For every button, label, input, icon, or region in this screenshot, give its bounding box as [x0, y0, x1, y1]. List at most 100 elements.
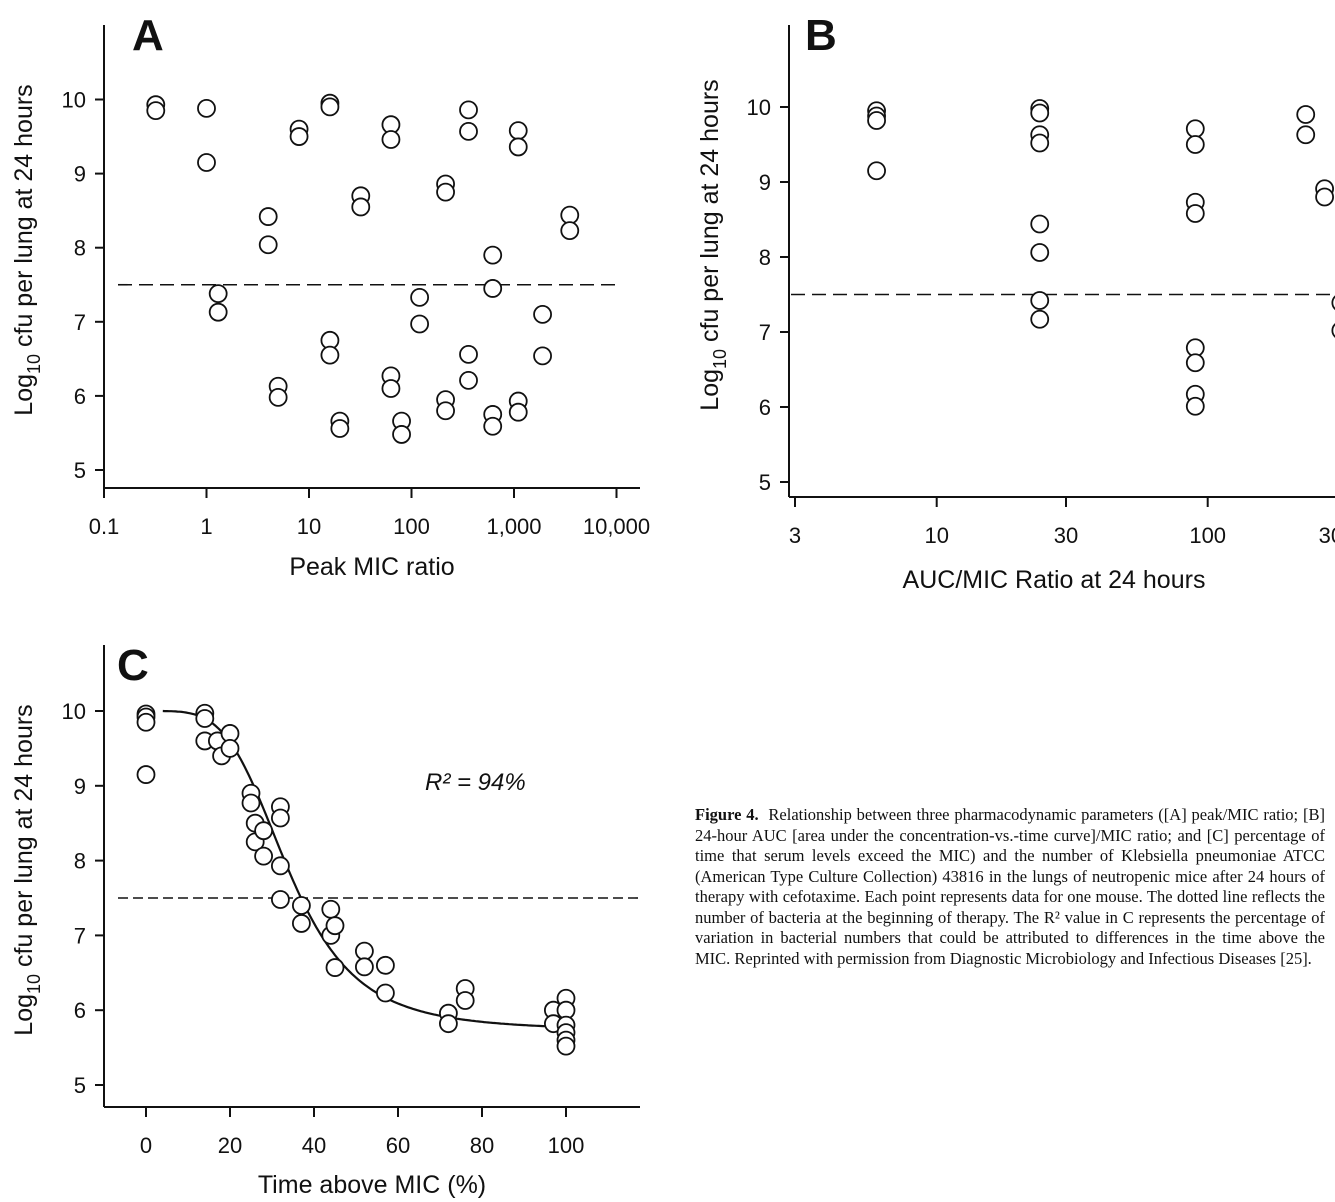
y-tick-label: 6 — [74, 384, 86, 409]
x-tick-label: 10,000 — [583, 514, 650, 539]
x-tick-label: 40 — [302, 1133, 326, 1158]
data-point — [556, 1036, 576, 1056]
x-tick-label: 100 — [1189, 523, 1226, 548]
data-point — [270, 808, 290, 828]
data-point — [1185, 135, 1205, 154]
data-point — [291, 914, 311, 933]
y-axis-title-suffix: cfu per lung at 24 hours — [10, 704, 38, 974]
data-point — [459, 345, 478, 364]
data-point — [459, 121, 478, 141]
panel-letter: A — [132, 11, 164, 60]
y-tick-label: 8 — [74, 849, 86, 874]
data-point — [459, 100, 478, 120]
data-point — [254, 846, 274, 866]
data-point — [270, 856, 290, 876]
data-point — [560, 221, 580, 241]
y-axis-title-subscript: 10 — [710, 349, 730, 369]
y-axis-title-prefix: Log — [696, 369, 724, 411]
data-point — [146, 101, 166, 121]
data-point — [351, 197, 371, 217]
x-axis-title: Peak MIC ratio — [289, 553, 454, 581]
data-point — [533, 304, 552, 324]
data-point — [1185, 353, 1205, 373]
data-point — [254, 821, 274, 841]
data-point — [1185, 396, 1205, 416]
data-point — [455, 991, 475, 1010]
caption-label: Figure 4. — [695, 805, 759, 824]
y-tick-label: 6 — [759, 395, 771, 420]
x-tick-label: 1,000 — [486, 514, 541, 539]
data-point — [136, 712, 156, 732]
x-tick-label: 80 — [470, 1133, 494, 1158]
x-tick-label: 20 — [218, 1133, 242, 1158]
y-axis-title-suffix: cfu per lung at 24 hours — [696, 79, 724, 349]
data-point — [410, 287, 430, 307]
data-point — [1331, 323, 1335, 338]
x-tick-label: 10 — [297, 514, 321, 539]
data-point — [1185, 204, 1205, 223]
data-point — [1030, 243, 1050, 262]
x-tick-label: 100 — [393, 514, 430, 539]
data-point — [1185, 119, 1205, 139]
data-point — [1296, 125, 1316, 145]
data-point — [241, 793, 261, 813]
data-point — [375, 983, 395, 1003]
y-tick-label: 5 — [74, 458, 86, 483]
y-tick-label: 6 — [74, 998, 86, 1023]
data-point — [533, 346, 552, 366]
data-point — [197, 153, 216, 172]
y-axis-title-suffix: cfu per lung at 24 hours — [10, 84, 38, 354]
data-point — [354, 941, 374, 961]
x-tick-label: 60 — [386, 1133, 410, 1158]
data-point — [1030, 291, 1050, 310]
data-point — [325, 958, 345, 977]
data-point — [483, 279, 503, 298]
data-point — [258, 207, 278, 226]
data-point — [268, 387, 288, 407]
y-axis-title: Log10 cfu per lung at 24 hours — [696, 79, 730, 410]
data-point — [508, 402, 528, 422]
panel-letter: C — [117, 641, 149, 690]
data-point — [381, 130, 401, 149]
x-tick-label: 0 — [140, 1133, 152, 1158]
data-point — [867, 161, 886, 181]
panel-a: 5 6 7 8 9 10 0.1 1 10 100 1,000 10,000 A Peak MIC rat… — [10, 11, 650, 581]
data-point — [483, 245, 503, 265]
data-point — [220, 739, 240, 758]
data-point — [436, 182, 455, 202]
y-tick-label: 8 — [759, 245, 771, 270]
data-point — [381, 379, 401, 398]
data-point — [208, 302, 228, 322]
data-point — [483, 416, 503, 436]
y-axis-title-subscript: 10 — [24, 974, 44, 994]
x-tick-label: 3 — [789, 523, 801, 548]
y-tick-label: 7 — [74, 923, 86, 948]
data-point — [208, 284, 228, 304]
y-tick-label: 7 — [759, 320, 771, 345]
data-point — [321, 899, 341, 919]
x-tick-label: 10 — [924, 523, 948, 548]
y-tick-label: 9 — [74, 774, 86, 799]
figure-caption: Figure 4. Relationship between three pha… — [695, 805, 1325, 969]
data-point — [197, 98, 216, 118]
x-tick-label: 0.1 — [89, 514, 120, 539]
caption-text: Relationship between three pharmacodynam… — [695, 805, 1325, 968]
data-point — [136, 765, 156, 784]
data-point — [325, 916, 345, 936]
y-axis-title-prefix: Log — [10, 374, 38, 416]
r-squared-annotation: R² = 94% — [425, 769, 526, 796]
data-point — [354, 957, 374, 977]
y-tick-label: 9 — [74, 162, 86, 187]
data-point — [560, 205, 580, 225]
x-axis-title: AUC/MIC Ratio at 24 hours — [903, 566, 1206, 594]
data-point — [436, 401, 455, 421]
y-tick-label: 9 — [759, 170, 771, 195]
data-point — [1030, 103, 1050, 123]
data-point — [438, 1014, 458, 1034]
data-point — [289, 127, 309, 146]
y-axis-title-subscript: 10 — [24, 354, 44, 374]
data-point — [320, 345, 340, 365]
panel-b: 5678910310301003001,0003,000BAUC/MIC Rat… — [696, 11, 1335, 594]
